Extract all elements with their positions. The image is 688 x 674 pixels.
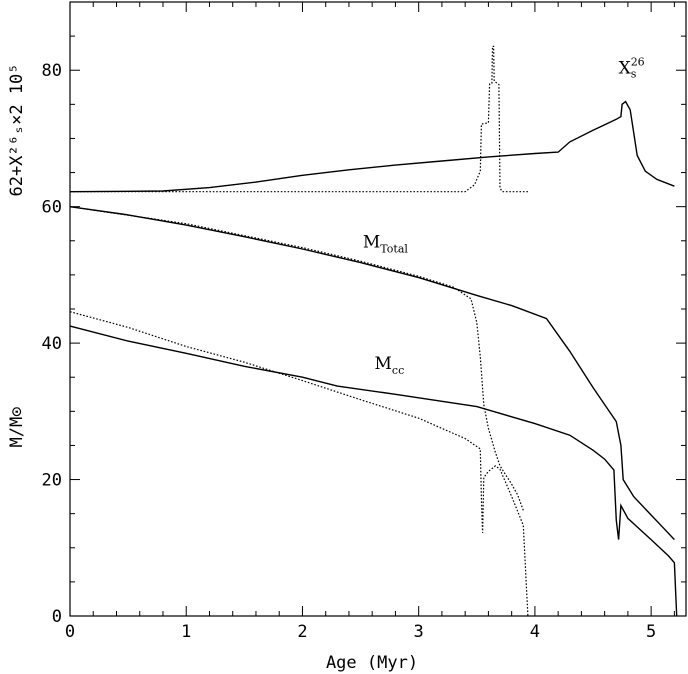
y-axis-label: M/M⊙ [7, 407, 27, 448]
series-line-0 [69, 100, 675, 193]
y-tick-label: 60 [42, 198, 62, 218]
y-tick-label: 0 [52, 607, 62, 627]
series-line-4 [69, 325, 678, 617]
x-tick-label: 1 [181, 622, 191, 642]
y-tick-label: 20 [42, 471, 62, 491]
x-tick-label: 4 [530, 622, 540, 642]
annotation-layer: X26 s MTotal Mcc [363, 56, 645, 377]
series-line-5 [69, 311, 529, 617]
x-tick-label: 0 [65, 622, 75, 642]
series-line-2 [69, 206, 675, 541]
y-tick-label: 80 [42, 61, 62, 81]
x-tick-label: 3 [414, 622, 424, 642]
series-line-1 [70, 45, 530, 193]
series-line-3 [69, 206, 524, 511]
plot-frame [69, 1, 687, 617]
x-tick-label: 5 [646, 622, 656, 642]
y-axis-label-upper: 62+X²⁶ₛ×2 10⁵ [7, 63, 27, 196]
x-tick-label: 2 [297, 622, 307, 642]
y-tick-label: 40 [42, 334, 62, 354]
annotation-0: X26 s [619, 56, 645, 81]
tick-layer: 0 1 2 3 4 5 0 20 40 60 80 [42, 2, 686, 642]
annotation-2: Mcc [375, 354, 405, 377]
annotation-1: MTotal [363, 233, 409, 256]
x-axis-label: Age (Myr) [326, 653, 418, 673]
series-layer [69, 45, 678, 617]
